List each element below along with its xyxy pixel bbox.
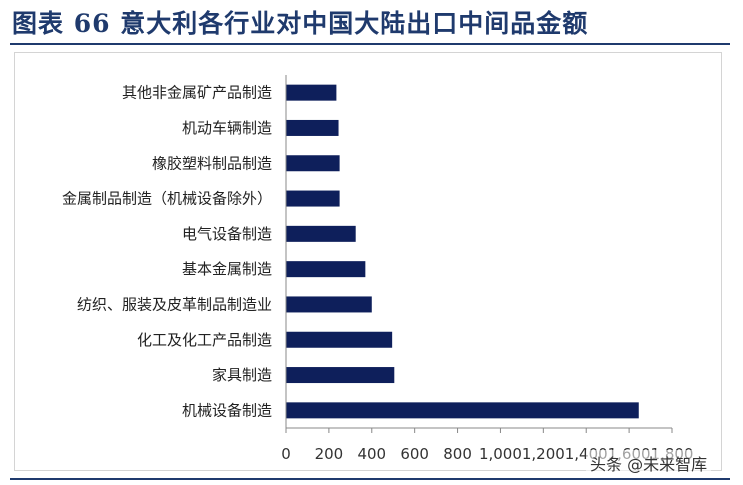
watermark: 头条 @未来智库 [586, 450, 712, 476]
bar [286, 190, 340, 207]
x-tick-label: 400 [357, 445, 386, 463]
bottom-rule [10, 478, 730, 480]
x-tick-label: 0 [281, 445, 291, 463]
x-tick-label: 800 [443, 445, 472, 463]
chart-frame [14, 52, 722, 471]
title-rule [10, 43, 730, 45]
category-label: 金属制品制造（机械设备除外） [62, 190, 272, 208]
chart-title: 图表 66 意大利各行业对中国大陆出口中间品金额 [12, 9, 589, 38]
category-label: 机械设备制造 [182, 401, 272, 419]
bar [286, 119, 339, 136]
category-label: 纺织、服装及皮革制品制造业 [77, 295, 272, 313]
category-label: 机动车辆制造 [182, 119, 272, 137]
bar [286, 84, 337, 101]
category-label: 化工及化工产品制造 [137, 331, 272, 349]
bar [286, 261, 366, 278]
x-tick-label: 600 [400, 445, 429, 463]
bars [286, 84, 639, 419]
category-label: 家具制造 [212, 366, 272, 384]
bar [286, 155, 340, 172]
x-tick-label: 1,000 [479, 445, 522, 463]
category-label: 其他非金属矿产品制造 [122, 84, 272, 102]
category-label: 基本金属制造 [182, 260, 272, 278]
x-tick-label: 1,200 [522, 445, 565, 463]
bar [286, 402, 639, 419]
bar [286, 296, 372, 313]
chart-header: 图表 66 意大利各行业对中国大陆出口中间品金额 [0, 0, 743, 46]
category-label: 橡胶塑料制品制造 [152, 154, 272, 172]
x-tick-label: 200 [315, 445, 344, 463]
bar [286, 331, 393, 348]
bar [286, 225, 356, 242]
bar [286, 367, 395, 384]
category-label: 电气设备制造 [182, 225, 272, 243]
